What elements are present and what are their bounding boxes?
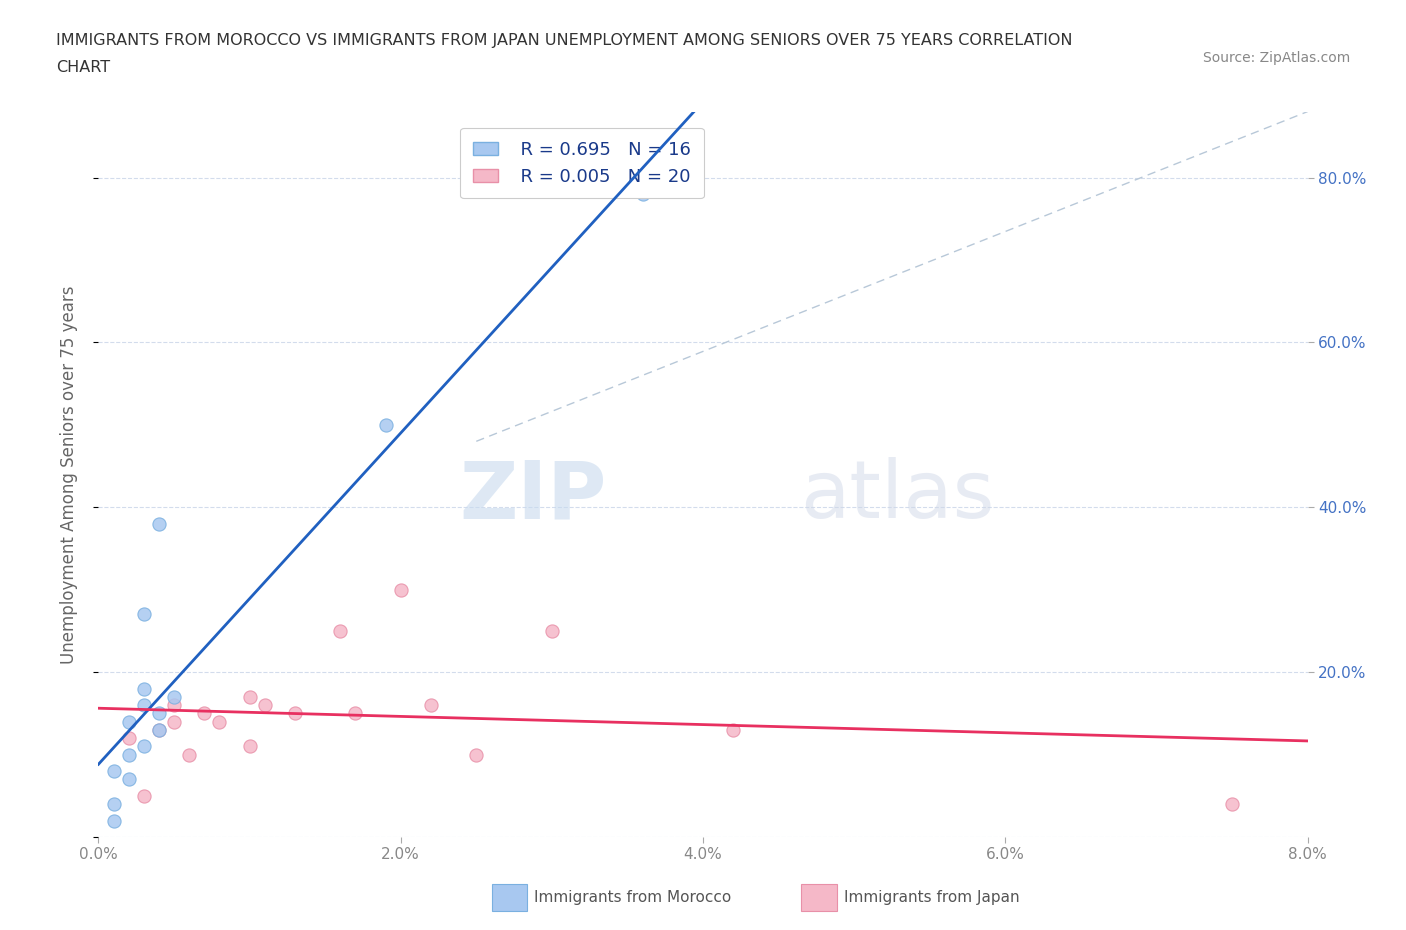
Y-axis label: Unemployment Among Seniors over 75 years: Unemployment Among Seniors over 75 years <box>59 286 77 663</box>
Point <box>132 789 155 804</box>
Point <box>163 714 186 729</box>
Point <box>208 714 231 729</box>
Point <box>179 747 201 762</box>
Point <box>132 681 155 696</box>
Point <box>374 418 396 432</box>
Point <box>118 714 141 729</box>
Point <box>193 706 215 721</box>
Point <box>389 582 412 597</box>
Text: atlas: atlas <box>800 457 994 535</box>
Point <box>465 747 488 762</box>
Text: Source: ZipAtlas.com: Source: ZipAtlas.com <box>1202 51 1350 65</box>
Text: Immigrants from Japan: Immigrants from Japan <box>844 890 1019 905</box>
Legend:   R = 0.695   N = 16,   R = 0.005   N = 20: R = 0.695 N = 16, R = 0.005 N = 20 <box>460 128 704 198</box>
Point <box>253 698 276 712</box>
Text: ZIP: ZIP <box>458 457 606 535</box>
Point <box>148 723 170 737</box>
Point <box>163 698 186 712</box>
Text: Immigrants from Morocco: Immigrants from Morocco <box>534 890 731 905</box>
Point <box>344 706 367 721</box>
Text: IMMIGRANTS FROM MOROCCO VS IMMIGRANTS FROM JAPAN UNEMPLOYMENT AMONG SENIORS OVER: IMMIGRANTS FROM MOROCCO VS IMMIGRANTS FR… <box>56 33 1073 47</box>
Point <box>329 623 352 638</box>
Point <box>103 813 125 828</box>
Point <box>420 698 443 712</box>
Point <box>118 772 141 787</box>
Point <box>723 723 745 737</box>
Point <box>118 731 141 746</box>
Point <box>118 747 141 762</box>
Point <box>148 706 170 721</box>
Point <box>1220 797 1243 812</box>
Point <box>239 689 262 704</box>
Point <box>540 623 562 638</box>
Point <box>103 797 125 812</box>
Point <box>284 706 307 721</box>
Point <box>132 607 155 622</box>
Point <box>163 689 186 704</box>
Text: CHART: CHART <box>56 60 110 75</box>
Point <box>631 187 654 202</box>
Point <box>239 738 262 753</box>
Point <box>103 764 125 778</box>
Point <box>148 516 170 531</box>
Point <box>148 723 170 737</box>
Point <box>132 738 155 753</box>
Point <box>132 698 155 712</box>
